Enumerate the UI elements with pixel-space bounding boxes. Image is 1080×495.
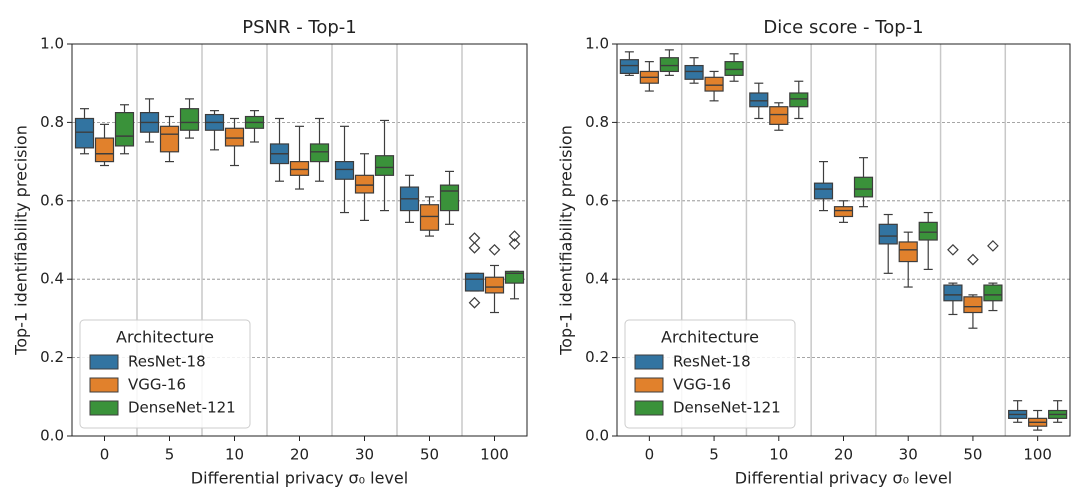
box	[484, 276, 505, 294]
legend-label: VGG-16	[128, 376, 186, 394]
y-tick-label: 0.8	[40, 113, 64, 131]
x-tick-label: 20	[290, 446, 309, 464]
x-tick-label: 5	[165, 446, 175, 464]
x-tick-label: 100	[480, 446, 509, 464]
box	[309, 143, 330, 163]
plot-frame	[616, 43, 1071, 437]
x-tick-label: 5	[709, 446, 719, 464]
box	[813, 182, 834, 200]
legend-label: VGG-16	[673, 376, 731, 394]
legend-label: DenseNet-121	[673, 399, 781, 417]
box	[878, 223, 898, 245]
box	[983, 284, 1003, 302]
legend-label: ResNet-18	[673, 353, 751, 371]
box	[724, 61, 744, 76]
y-tick-label: 0.4	[40, 270, 64, 288]
x-tick-label: 30	[355, 446, 374, 464]
box	[354, 174, 375, 194]
y-tick-label: 1.0	[40, 35, 64, 53]
x-tick-label: 0	[100, 446, 110, 464]
legend-label: DenseNet-121	[128, 399, 236, 417]
box	[94, 137, 115, 163]
box	[833, 206, 854, 218]
box	[769, 106, 789, 125]
y-tick-label: 1.0	[585, 35, 609, 53]
x-tick-label: 10	[225, 446, 244, 464]
flier	[987, 240, 999, 252]
legend-box	[79, 319, 251, 429]
box	[74, 117, 95, 149]
y-tick-label: 0.2	[585, 348, 609, 366]
box	[464, 272, 485, 292]
chart-title: PSNR - Top-1	[242, 17, 357, 38]
box	[224, 127, 245, 147]
box	[159, 125, 180, 153]
y-tick-label: 0.8	[585, 113, 609, 131]
box	[789, 92, 809, 108]
box	[114, 111, 135, 147]
legend-swatch	[634, 377, 664, 393]
box	[419, 204, 440, 231]
y-tick-label: 0.6	[40, 191, 64, 209]
y-tick-label: 0.0	[585, 427, 609, 445]
x-tick-label: 50	[420, 446, 439, 464]
flier	[947, 243, 959, 256]
box	[943, 284, 963, 302]
box	[704, 76, 724, 92]
y-axis-label: Top-1 identifiability precision	[12, 125, 31, 356]
legend-swatch	[89, 354, 119, 370]
x-tick-label: 100	[1023, 446, 1052, 464]
box	[659, 57, 679, 73]
flier	[508, 230, 521, 242]
y-tick-label: 0.0	[40, 427, 64, 445]
flier	[468, 232, 481, 244]
x-axis-label: Differential privacy σ₀ level	[735, 469, 952, 488]
box	[898, 241, 918, 263]
box	[619, 59, 639, 75]
box	[334, 161, 355, 180]
box	[374, 155, 395, 176]
flier	[468, 296, 481, 309]
legend-title: Architecture	[116, 328, 214, 347]
flier	[508, 238, 521, 250]
box	[963, 296, 983, 314]
y-tick-label: 0.4	[585, 270, 609, 288]
x-tick-label: 50	[963, 446, 982, 464]
legend-title: Architecture	[661, 328, 759, 347]
plot-frame	[71, 43, 528, 437]
flier	[967, 253, 979, 266]
x-tick-label: 10	[769, 446, 788, 464]
legend-box	[624, 319, 796, 429]
x-tick-label: 20	[834, 446, 853, 464]
y-axis-label: Top-1 identifiability precision	[557, 125, 576, 356]
x-axis-label: Differential privacy σ₀ level	[191, 469, 408, 488]
box	[439, 184, 460, 212]
legend-label: ResNet-18	[128, 353, 206, 371]
chart-title: Dice score - Top-1	[763, 17, 923, 38]
y-tick-label: 0.2	[40, 348, 64, 366]
box	[684, 64, 704, 80]
box	[918, 221, 938, 241]
x-tick-label: 30	[899, 446, 918, 464]
legend-swatch	[89, 377, 119, 393]
box	[289, 161, 310, 176]
box	[504, 270, 525, 284]
box	[749, 92, 769, 108]
flier	[488, 243, 501, 256]
flier	[468, 241, 481, 254]
x-tick-label: 0	[645, 446, 655, 464]
y-tick-label: 0.6	[585, 191, 609, 209]
box	[179, 108, 200, 131]
legend-swatch	[89, 400, 119, 416]
legend-swatch	[634, 400, 664, 416]
box	[853, 176, 874, 198]
legend-swatch	[634, 354, 664, 370]
